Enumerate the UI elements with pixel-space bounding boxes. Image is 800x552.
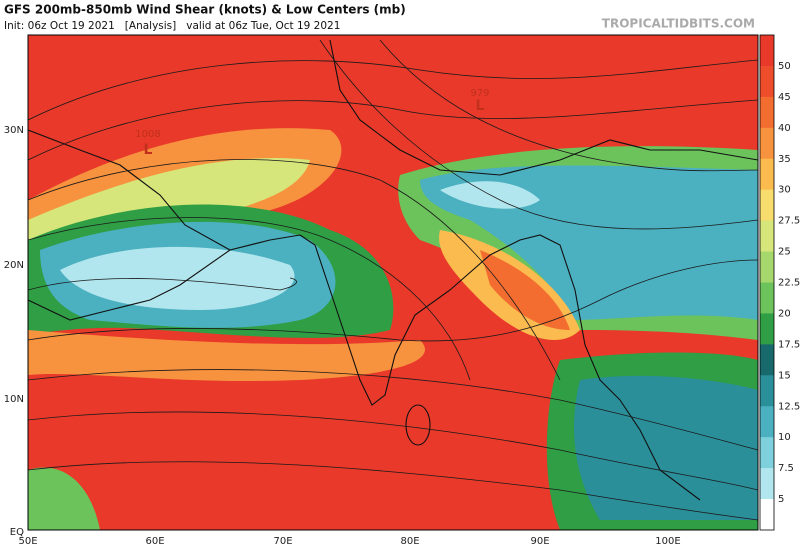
colorbar-segment xyxy=(760,499,774,531)
colorbar-label: 5 xyxy=(778,494,784,505)
shear-field xyxy=(480,250,570,330)
streamline xyxy=(379,39,758,172)
shear-field xyxy=(60,246,295,310)
colorbar-label: 12.5 xyxy=(778,401,800,412)
coastline xyxy=(28,234,301,321)
lat-label: EQ xyxy=(10,527,24,538)
colorbar-frame xyxy=(759,34,775,531)
colorbar-segment xyxy=(760,468,774,500)
lat-label: 30N xyxy=(4,125,24,136)
colorbar-label: 15 xyxy=(778,370,791,381)
colorbar-segment xyxy=(760,282,774,314)
lon-label: 60E xyxy=(145,536,164,547)
colorbar-segment xyxy=(760,65,774,98)
lon-label: 80E xyxy=(400,536,419,547)
colorbar-segment xyxy=(760,406,774,438)
streamline xyxy=(319,39,758,230)
colorbar-label: 35 xyxy=(778,154,791,165)
colorbar-label: 45 xyxy=(778,92,791,103)
colorbar-segment xyxy=(760,127,774,160)
colorbar-segment xyxy=(760,220,774,253)
colorbar-label: 7.5 xyxy=(778,463,794,474)
subtitle: Init: 06z Oct 19 2021 [Analysis] valid a… xyxy=(4,20,340,32)
streamline xyxy=(28,461,758,521)
colorbar-label: 20 xyxy=(778,308,791,319)
low-symbol: L xyxy=(144,142,153,158)
colorbar: 50 45 40 35 30 27.5 25 22.5 20 17.5 15 12.5 10 7.5 5 xyxy=(759,34,800,531)
shear-field xyxy=(574,375,758,520)
colorbar-segment xyxy=(760,313,774,345)
low-symbol: L xyxy=(476,98,485,114)
colorbar-segment xyxy=(760,375,774,407)
colorbar-label: 30 xyxy=(778,185,791,196)
colorbar-label: 50 xyxy=(778,61,791,72)
streamline xyxy=(28,159,561,381)
coastline xyxy=(405,404,431,446)
colorbar-label: 22.5 xyxy=(778,278,800,289)
shear-field xyxy=(420,47,758,151)
lat-label: 20N xyxy=(4,260,24,271)
colorbar-label: 10 xyxy=(778,432,791,443)
colorbar-label: 40 xyxy=(778,123,791,134)
colorbar-segment xyxy=(760,437,774,469)
low-pressure: 979 xyxy=(470,88,489,99)
lon-label: 70E xyxy=(273,536,292,547)
colorbar-segment xyxy=(760,251,774,283)
colorbar-segment xyxy=(760,189,774,222)
colorbar-label: 17.5 xyxy=(778,339,800,350)
colorbar-label: 27.5 xyxy=(778,216,800,227)
streamline xyxy=(28,369,758,451)
streamline xyxy=(28,411,758,491)
lon-label: 90E xyxy=(530,536,549,547)
streamline xyxy=(28,59,758,121)
lon-label: 50E xyxy=(18,536,37,547)
site-watermark: TROPICALTIDBITS.COM xyxy=(602,17,755,31)
streamline xyxy=(28,99,758,161)
streamline xyxy=(28,259,758,342)
coastline xyxy=(28,39,758,501)
colorbar-segment xyxy=(760,158,774,191)
streamline xyxy=(28,277,297,291)
colorbar-segment xyxy=(760,96,774,129)
map-frame xyxy=(27,34,759,531)
colorbar-segment xyxy=(760,35,774,67)
colorbar-segment xyxy=(760,344,774,376)
lon-label: 100E xyxy=(655,536,680,547)
map: 1008 L 979 L 30N 20N 10N EQ 50E 60E 70E … xyxy=(4,34,759,547)
lat-label: 10N xyxy=(4,394,24,405)
streamline xyxy=(28,217,471,381)
title: GFS 200mb-850mb Wind Shear (knots) & Low… xyxy=(4,3,406,17)
coastline xyxy=(299,234,621,406)
shear-field xyxy=(28,330,425,382)
colorbar-label: 25 xyxy=(778,247,791,258)
shear-field xyxy=(28,467,100,530)
low-pressure: 1008 xyxy=(135,129,160,140)
